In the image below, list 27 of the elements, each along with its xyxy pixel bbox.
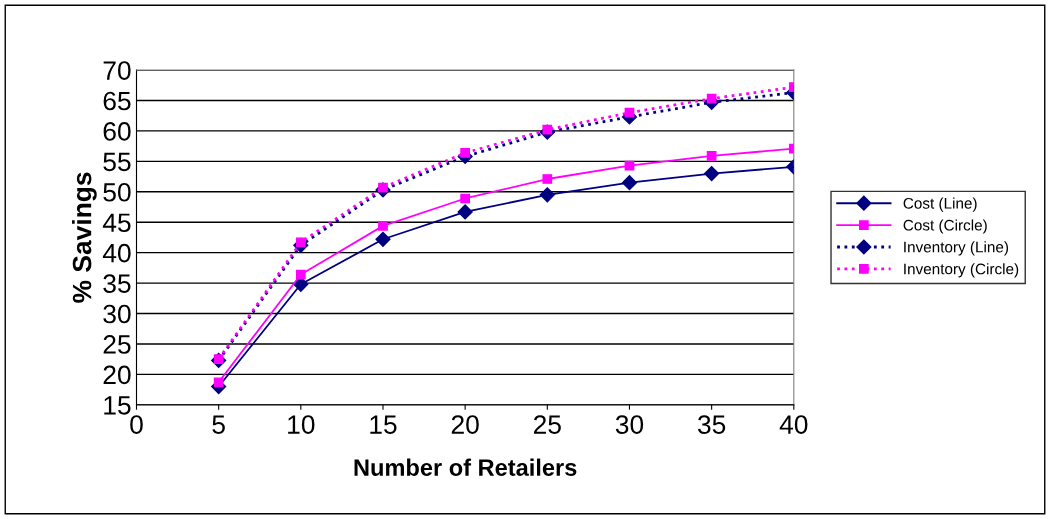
y-tick-label: 50 [103, 182, 131, 202]
x-tick-label: 20 [451, 415, 479, 434]
y-axis-title: % Savings [72, 172, 97, 303]
x-tick-label: 15 [370, 415, 397, 434]
y-tick-label: 30 [103, 304, 131, 324]
legend-label: Cost (Circle) [903, 219, 987, 234]
legend-label: Inventory (Line) [904, 241, 1009, 256]
x-tick-label: 35 [697, 415, 726, 434]
y-tick-label: 55 [103, 152, 131, 172]
y-tick-label: 20 [103, 365, 131, 385]
y-tick-label: 60 [103, 122, 131, 141]
y-tick-label: 35 [103, 274, 131, 293]
x-axis-title: Number of Retailers [354, 458, 577, 476]
y-tick-label: 15 [104, 396, 131, 415]
x-tick-label: 5 [212, 415, 225, 434]
x-tick-label: 30 [615, 415, 644, 434]
y-tick-label: 45 [102, 213, 131, 233]
y-tick-label: 70 [103, 61, 131, 80]
x-tick-label: 10 [288, 415, 315, 434]
y-tick-label: 40 [102, 243, 131, 263]
y-tick-label: 25 [103, 335, 131, 354]
legend-label: Cost (Line) [903, 197, 977, 212]
x-tick-label: 0 [130, 415, 143, 434]
y-tick-label: 65 [103, 91, 131, 111]
x-tick-label: 40 [779, 415, 808, 434]
legend-label: Inventory (Circle) [904, 263, 1019, 278]
x-tick-label: 25 [533, 415, 561, 434]
